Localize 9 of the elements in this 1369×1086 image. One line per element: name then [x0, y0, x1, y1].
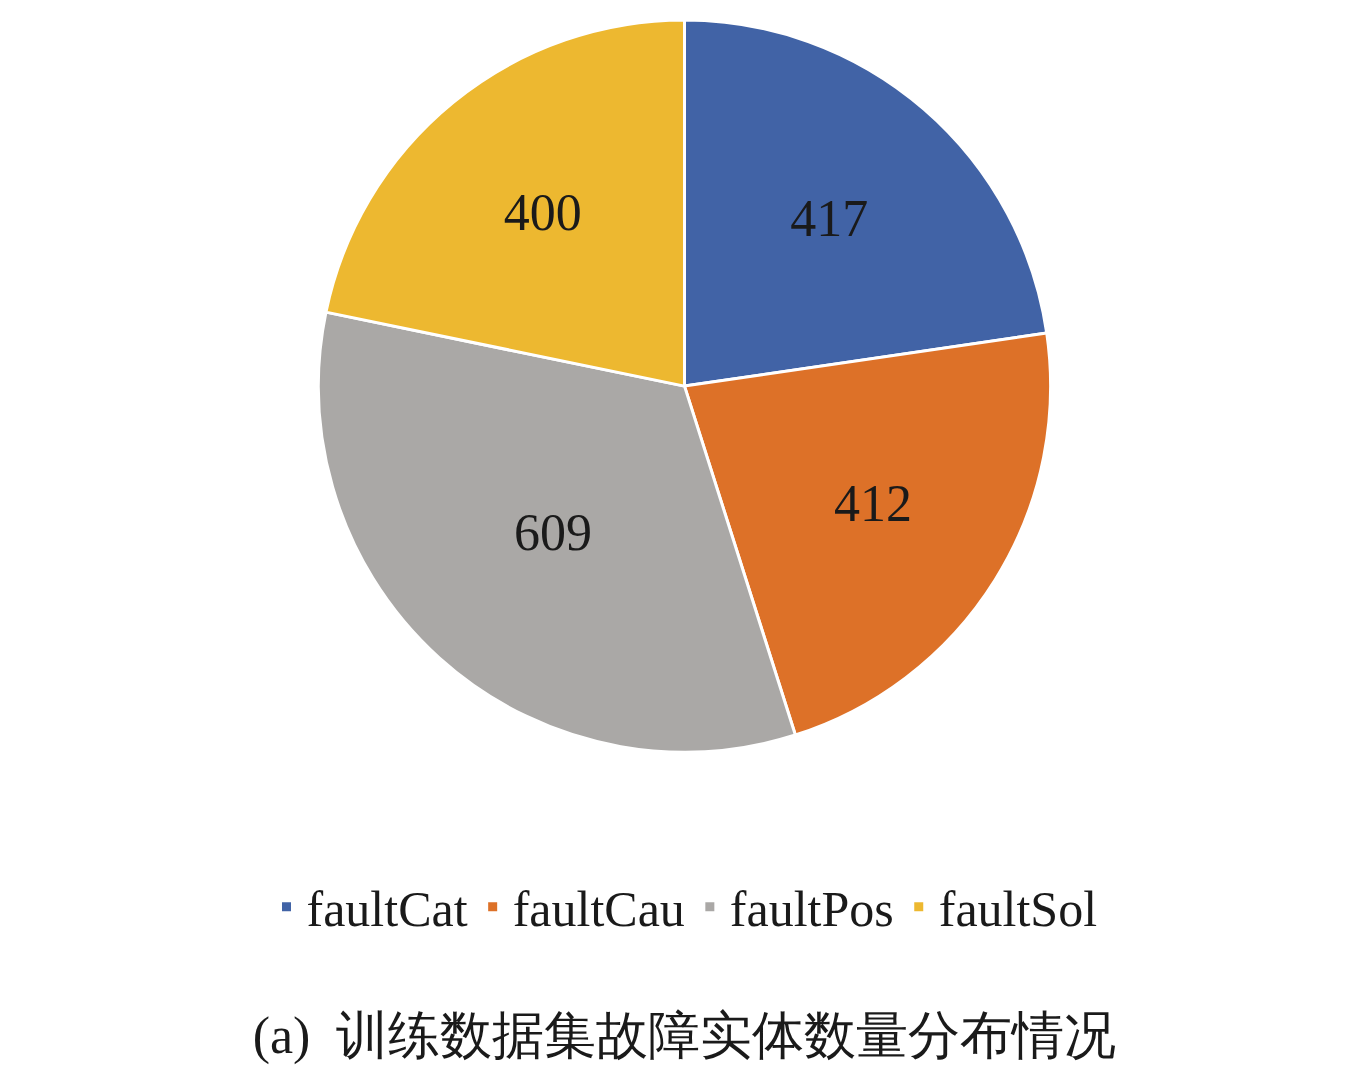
data-label: 412 [833, 475, 912, 533]
data-label: 417 [790, 190, 869, 248]
legend-label: faultPos [729, 881, 894, 938]
legend-label: faultSol [938, 881, 1098, 938]
data-label: 609 [513, 503, 592, 561]
legend-label: faultCau [512, 881, 685, 938]
data-label: 400 [503, 183, 582, 241]
text: (a) 训练数据集故障实体数量分布情况 [252, 1007, 1117, 1066]
legend-label: faultCat [306, 881, 468, 938]
